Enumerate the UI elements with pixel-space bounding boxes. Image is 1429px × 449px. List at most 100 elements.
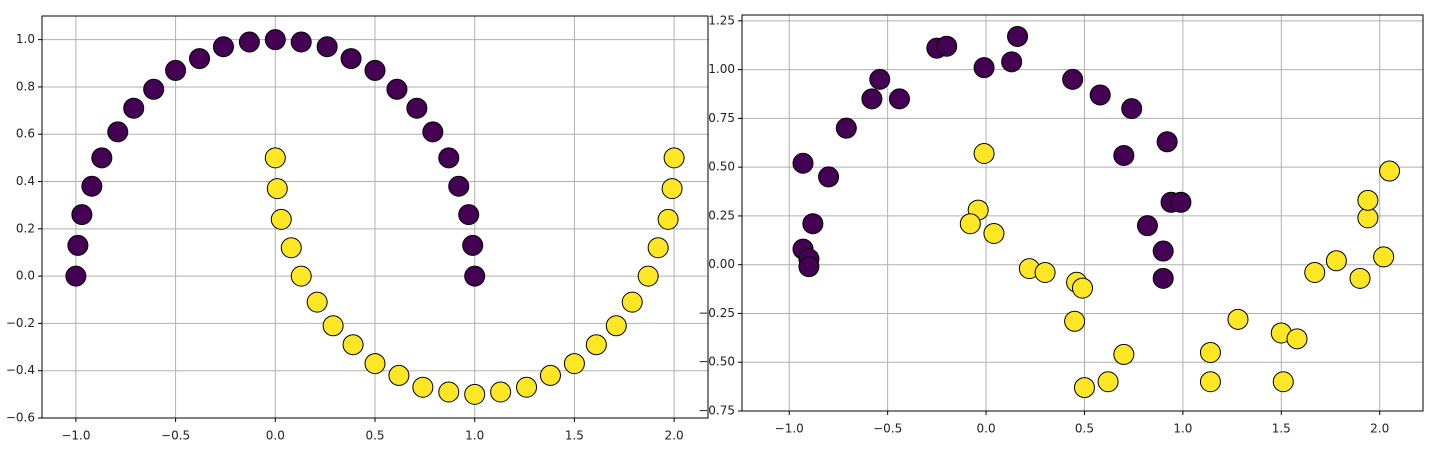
y-tick-label: −0.6: [6, 411, 35, 425]
point: [983, 222, 1005, 244]
point: [1152, 240, 1174, 262]
point: [306, 291, 328, 313]
y-tick-label: 0.2: [16, 221, 35, 235]
point: [936, 35, 958, 57]
point: [1064, 310, 1086, 332]
point: [1373, 246, 1395, 268]
point: [364, 59, 386, 81]
point: [438, 147, 460, 169]
point: [340, 48, 362, 70]
y-tick-label: −0.75: [698, 404, 735, 418]
point: [458, 204, 480, 226]
point: [422, 121, 444, 143]
x-tick-label: 1.0: [1173, 422, 1192, 436]
y-tick-label: 0.0: [16, 269, 35, 283]
point: [316, 36, 338, 58]
point: [1349, 267, 1371, 289]
point: [637, 265, 659, 287]
x-tick-label: 2.0: [665, 429, 684, 443]
point: [563, 353, 585, 375]
point: [1062, 68, 1084, 90]
y-tick-label: 0.25: [708, 208, 735, 222]
y-tick-label: −0.25: [698, 306, 735, 320]
point: [386, 78, 408, 100]
point: [266, 178, 288, 200]
point: [490, 381, 512, 403]
y-tick-label: −0.4: [6, 363, 35, 377]
x-tick-label: −1.0: [775, 422, 804, 436]
point: [1136, 215, 1158, 237]
point: [869, 68, 891, 90]
point: [1304, 261, 1326, 283]
point: [959, 213, 981, 235]
point: [605, 315, 627, 337]
x-tick-label: 0.5: [365, 429, 384, 443]
point: [1170, 191, 1192, 213]
y-tick-label: 0.4: [16, 174, 35, 188]
point: [835, 117, 857, 139]
x-tick-label: 0.0: [266, 429, 285, 443]
point: [1199, 371, 1221, 393]
point: [238, 31, 260, 53]
point: [123, 97, 145, 119]
y-tick-label: 1.00: [708, 62, 735, 76]
point: [585, 334, 607, 356]
point: [107, 121, 129, 143]
point: [270, 208, 292, 230]
point: [1152, 267, 1174, 289]
point: [1227, 308, 1249, 330]
point: [1097, 371, 1119, 393]
point: [406, 97, 428, 119]
point: [1272, 371, 1294, 393]
y-tick-label: 0.75: [708, 111, 735, 125]
point: [539, 364, 561, 386]
point: [212, 36, 234, 58]
point: [792, 152, 814, 174]
point: [189, 48, 211, 70]
point: [888, 88, 910, 110]
point: [861, 88, 883, 110]
point: [438, 381, 460, 403]
point: [1089, 84, 1111, 106]
point: [1199, 341, 1221, 363]
x-tick-label: 0.5: [1075, 422, 1094, 436]
point: [1001, 51, 1023, 73]
plot-frame: [741, 14, 1424, 412]
point: [322, 315, 344, 337]
point: [1325, 250, 1347, 272]
point: [290, 31, 312, 53]
y-tick-label: 0.00: [708, 257, 735, 271]
point: [290, 265, 312, 287]
point: [264, 29, 286, 51]
x-tick-label: 1.5: [1272, 422, 1291, 436]
y-tick-label: 0.50: [708, 160, 735, 174]
point: [412, 376, 434, 398]
x-tick-label: −0.5: [161, 429, 190, 443]
x-tick-label: 1.5: [565, 429, 584, 443]
point: [143, 78, 165, 100]
point: [973, 57, 995, 79]
x-tick-label: −1.0: [61, 429, 90, 443]
y-tick-label: 1.0: [16, 32, 35, 46]
point: [1357, 189, 1379, 211]
point: [798, 256, 820, 278]
y-tick-label: 0.6: [16, 127, 35, 141]
point: [973, 143, 995, 165]
point: [388, 364, 410, 386]
point: [448, 175, 470, 197]
point: [647, 237, 669, 259]
point: [1156, 131, 1178, 153]
point: [818, 166, 840, 188]
point: [1007, 25, 1029, 47]
point: [1034, 261, 1056, 283]
point: [264, 147, 286, 169]
point: [342, 334, 364, 356]
point: [464, 383, 486, 405]
x-tick-label: 1.0: [465, 429, 484, 443]
point: [67, 234, 89, 256]
x-tick-label: 2.0: [1370, 422, 1389, 436]
point: [1379, 160, 1401, 182]
point: [1072, 277, 1093, 299]
point: [1073, 377, 1095, 399]
